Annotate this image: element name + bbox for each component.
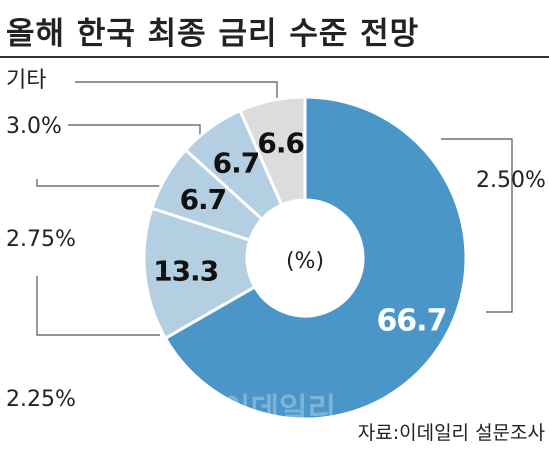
leader-lines: [36, 81, 513, 336]
value-label-4: 6.6: [257, 127, 304, 160]
leader-line-2: [36, 179, 160, 187]
value-labels: 66.713.36.76.76.6: [153, 127, 447, 339]
value-label-3: 6.7: [213, 146, 260, 179]
watermark-logo: 이데일리: [222, 392, 337, 428]
slice-0: [163, 95, 468, 421]
source-note: 자료:이데일리 설문조사: [357, 422, 545, 444]
category-label-4: 기타: [6, 68, 46, 93]
value-label-2: 6.7: [180, 183, 227, 216]
category-label-3: 3.0%: [6, 114, 62, 139]
chart-title: 올해 한국 최종 금리 수준 전망: [6, 16, 420, 52]
center-label: (%): [286, 249, 324, 274]
value-label-1: 13.3: [153, 254, 218, 287]
donut-slices: [142, 95, 468, 421]
title-divider: [0, 56, 549, 58]
slice-4: [238, 95, 307, 207]
category-label-2: 2.75%: [6, 227, 76, 252]
leader-line-0: [441, 138, 513, 313]
category-label-1: 2.25%: [6, 387, 76, 412]
category-label-0: 2.50%: [476, 168, 546, 193]
leader-line-1: [36, 276, 160, 336]
value-label-0: 66.7: [376, 303, 446, 338]
category-labels: 2.50% 2.25% 2.75% 3.0% 기타: [6, 68, 546, 412]
slice-1: [142, 206, 257, 341]
leader-line-3: [68, 124, 201, 151]
